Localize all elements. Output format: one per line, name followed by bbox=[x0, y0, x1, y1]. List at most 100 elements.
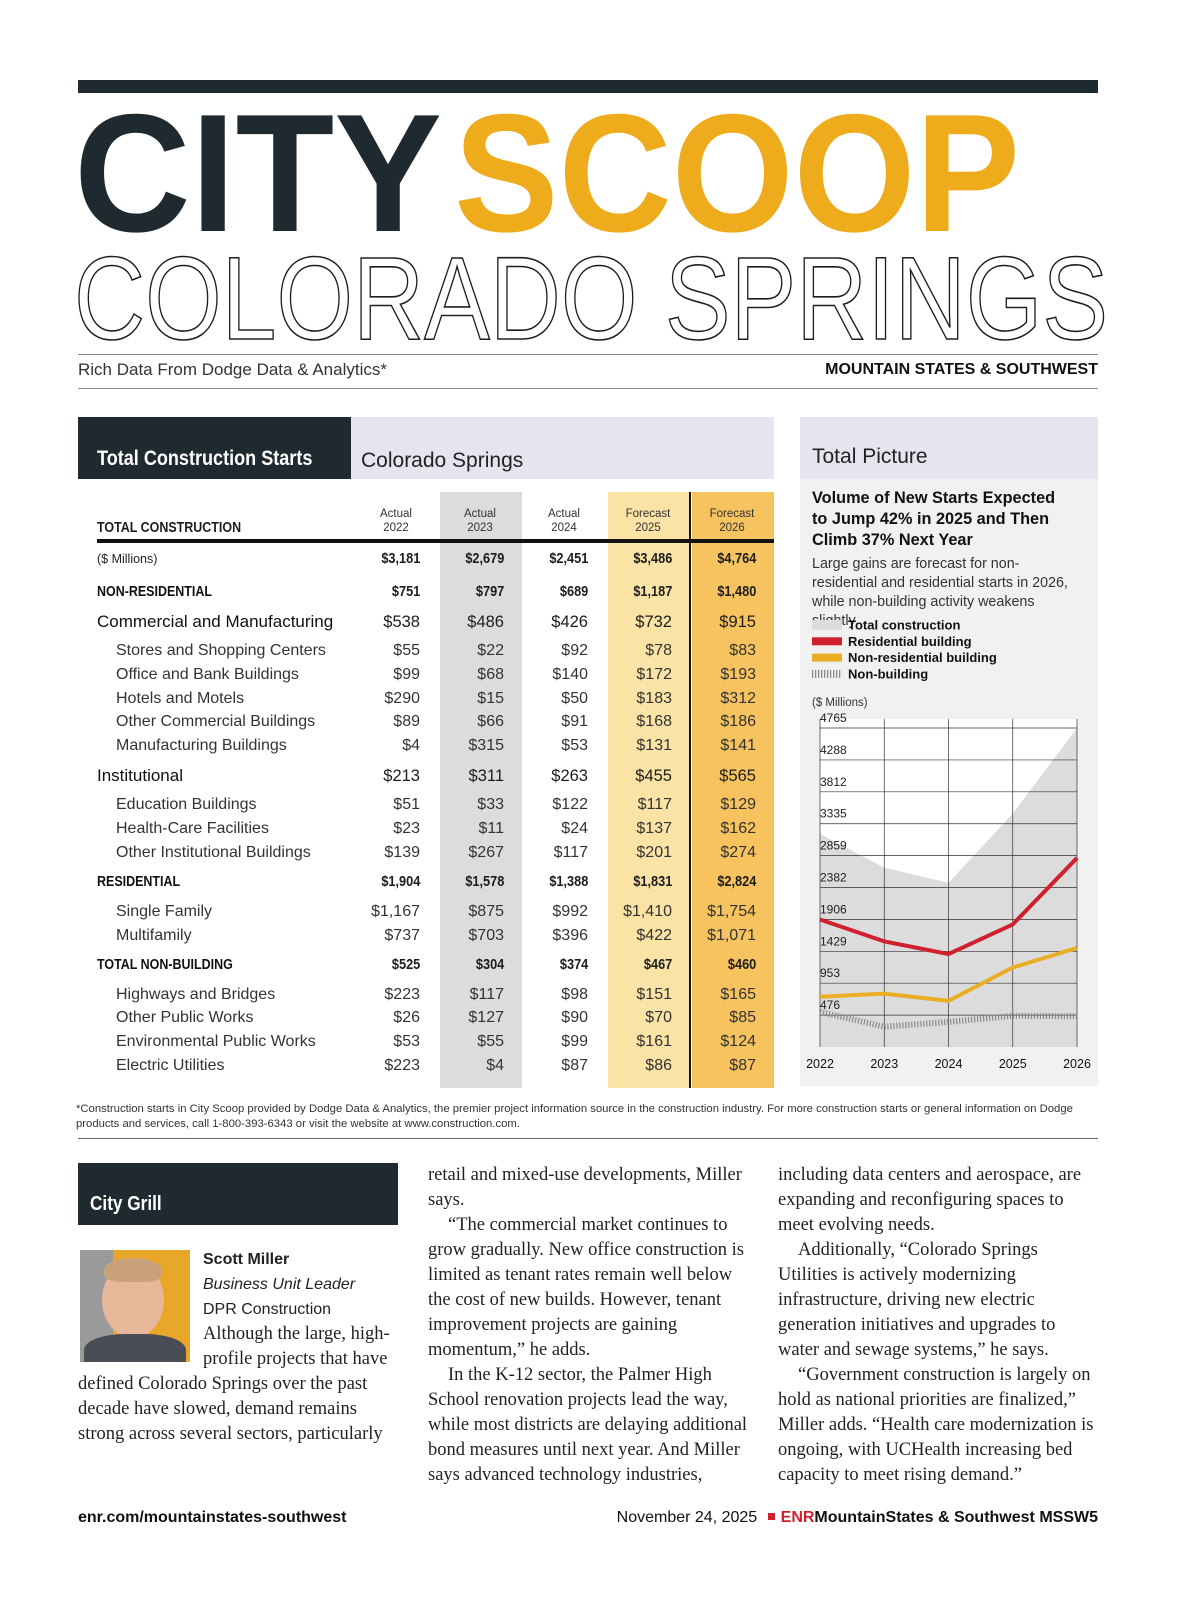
rule bbox=[78, 388, 1098, 389]
cell: $78 bbox=[645, 640, 672, 662]
line bbox=[819, 856, 1079, 957]
person-name: Scott Miller bbox=[203, 1251, 290, 1268]
cell-value: $22 bbox=[477, 642, 504, 659]
title-city: CITY bbox=[74, 96, 442, 267]
chart-panel-title: Total Picture bbox=[812, 445, 928, 468]
legend-label: Residential building bbox=[848, 634, 972, 649]
cell-value: $24 bbox=[561, 820, 588, 837]
cell-value: $223 bbox=[384, 985, 420, 1003]
cell-value: $131 bbox=[636, 737, 672, 755]
chart-panel: Total Picture Volume of New Starts Expec… bbox=[800, 417, 1098, 1086]
y-tick-label: 953 bbox=[820, 966, 840, 980]
column-year: 2022 bbox=[383, 522, 409, 534]
cell: $137 bbox=[636, 818, 672, 840]
y-tick-label: 3335 bbox=[820, 807, 847, 821]
cell-value: $267 bbox=[468, 843, 504, 861]
y-tick-label: 1906 bbox=[820, 902, 847, 916]
cell: $68 bbox=[477, 664, 504, 686]
cell-value: $33 bbox=[477, 796, 504, 814]
cell: $374 bbox=[556, 954, 588, 976]
legend-label: Non-residential building bbox=[848, 650, 997, 665]
row-label-text: NON-RESIDENTIAL bbox=[97, 584, 213, 600]
cell-value: $15 bbox=[477, 689, 504, 707]
cell-value: $86 bbox=[645, 1057, 672, 1074]
portrait bbox=[80, 1250, 190, 1362]
cell-value: $538 bbox=[383, 612, 420, 631]
cell-value: $2,451 bbox=[548, 551, 588, 567]
cell: $87 bbox=[561, 1055, 588, 1077]
cell-value: $53 bbox=[561, 737, 588, 755]
cell-value: $127 bbox=[468, 1009, 504, 1027]
cell: $1,410 bbox=[623, 901, 672, 923]
cell-value: $875 bbox=[468, 902, 504, 920]
x-tick-label: 2026 bbox=[1063, 1057, 1091, 1071]
cell-value: $455 bbox=[635, 766, 672, 785]
cell: $172 bbox=[636, 664, 672, 686]
cell-value: $168 bbox=[636, 713, 672, 731]
cell: $223 bbox=[384, 1055, 420, 1077]
cell-value: $1,071 bbox=[707, 926, 756, 944]
row-label-text: Other Commercial Buildings bbox=[116, 713, 316, 731]
footer-publication: MountainStates & Southwest bbox=[814, 1509, 1035, 1526]
table-title-box: Total Construction Starts bbox=[78, 417, 351, 479]
cell: $124 bbox=[720, 1031, 756, 1053]
cell-value: $4,764 bbox=[716, 551, 756, 567]
cell: $732 bbox=[635, 611, 672, 633]
cell: $3,181 bbox=[376, 548, 420, 570]
cell-value: $311 bbox=[468, 766, 504, 785]
cell-value: $117 bbox=[469, 985, 504, 1003]
section-box: City Grill bbox=[78, 1163, 398, 1225]
person-role: Business Unit Leader bbox=[203, 1276, 356, 1293]
column-status: Actual bbox=[464, 508, 496, 520]
cell-value: $737 bbox=[384, 926, 420, 944]
cell: $15 bbox=[477, 688, 504, 710]
cell: $91 bbox=[561, 711, 588, 733]
cell-value: $91 bbox=[561, 713, 588, 731]
cell-value: $486 bbox=[467, 612, 504, 631]
row-label-text: Multifamily bbox=[116, 926, 192, 944]
row-label: RESIDENTIAL bbox=[97, 871, 194, 893]
portrait-hair bbox=[104, 1258, 162, 1282]
cell-value: $1,187 bbox=[632, 584, 672, 600]
cell: $98 bbox=[561, 984, 588, 1006]
cell-value: $422 bbox=[636, 926, 672, 944]
cell-value: $1,388 bbox=[548, 874, 588, 891]
footer-date: November 24, 2025 bbox=[616, 1509, 758, 1526]
cell: $117 bbox=[470, 984, 504, 1006]
cell: $131 bbox=[636, 735, 672, 757]
cell: $1,388 bbox=[544, 871, 588, 893]
cell: $3,486 bbox=[628, 548, 672, 570]
cell: $311 bbox=[469, 765, 504, 787]
cell: $2,679 bbox=[460, 548, 504, 570]
row-label-text: Environmental Public Works bbox=[116, 1033, 316, 1051]
cell-value: $1,754 bbox=[707, 902, 756, 920]
y-tick-label: 4765 bbox=[820, 711, 847, 725]
cell: $141 bbox=[720, 735, 756, 757]
cell: $26 bbox=[393, 1007, 420, 1029]
footer-brand: ENR bbox=[780, 1509, 815, 1526]
cell: $53 bbox=[561, 735, 588, 757]
cell: $263 bbox=[551, 765, 588, 787]
cell: $165 bbox=[720, 984, 756, 1006]
cell: $689 bbox=[556, 581, 588, 603]
row-label-text: Manufacturing Buildings bbox=[116, 737, 287, 755]
cell: $525 bbox=[388, 954, 420, 976]
chart-subtitle: Large gains are forecast for non-residen… bbox=[812, 556, 1068, 629]
column-band bbox=[608, 492, 690, 1088]
cell-value: $55 bbox=[477, 1033, 504, 1051]
rule bbox=[78, 1138, 1098, 1139]
cell-value: $186 bbox=[720, 713, 756, 731]
cell-value: $50 bbox=[561, 689, 588, 707]
cell-value: $66 bbox=[477, 713, 504, 731]
row-label: Highways and Bridges bbox=[116, 984, 275, 1006]
column-status: Forecast bbox=[709, 508, 755, 520]
row-label: ($ Millions) bbox=[97, 548, 157, 570]
row-label: Other Public Works bbox=[116, 1007, 254, 1029]
legend-swatch bbox=[812, 669, 842, 678]
cell: $11 bbox=[478, 818, 504, 840]
cell: $290 bbox=[384, 688, 420, 710]
cell-value: $4 bbox=[402, 737, 420, 755]
cell: $33 bbox=[477, 794, 504, 816]
cell: $1,831 bbox=[628, 871, 672, 893]
